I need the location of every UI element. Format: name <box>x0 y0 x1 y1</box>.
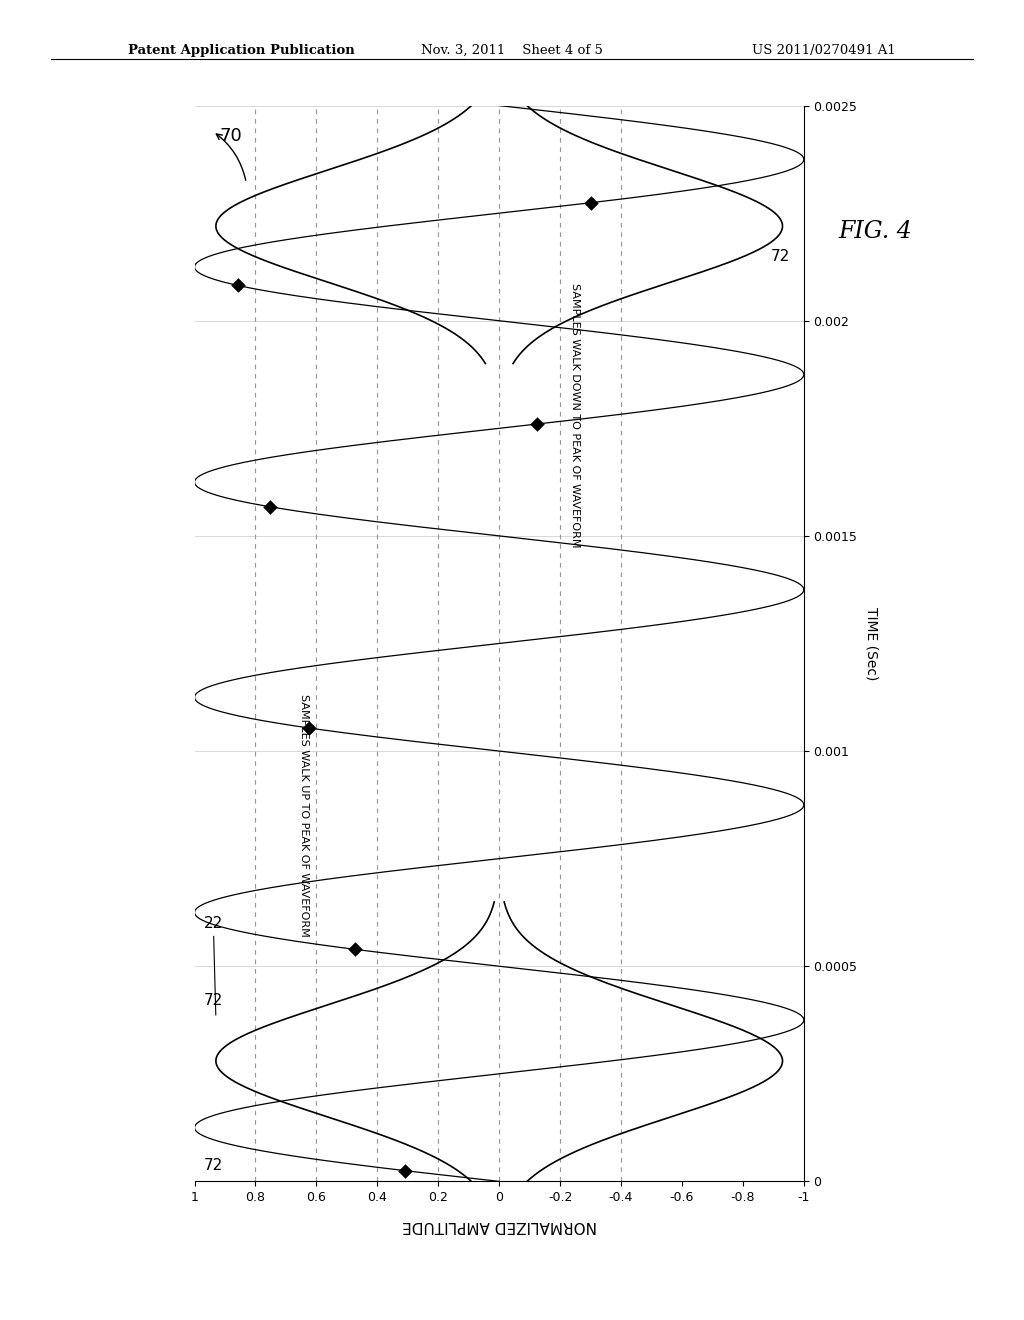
Point <box>397 1160 414 1181</box>
Text: 72: 72 <box>204 1158 223 1172</box>
Text: 70: 70 <box>219 127 242 145</box>
Point <box>347 939 364 960</box>
Point <box>229 275 246 296</box>
Text: SAMPLES WALK DOWN TO PEAK OF WAVEFORM: SAMPLES WALK DOWN TO PEAK OF WAVEFORM <box>570 284 581 548</box>
Text: Patent Application Publication: Patent Application Publication <box>128 44 354 57</box>
Text: FIG. 4: FIG. 4 <box>839 219 912 243</box>
X-axis label: NORMALIZED AMPLITUDE: NORMALIZED AMPLITUDE <box>401 1218 597 1233</box>
Y-axis label: TIME (Sec): TIME (Sec) <box>864 607 879 680</box>
Text: 22: 22 <box>204 916 223 1015</box>
Point <box>583 193 599 214</box>
Text: Nov. 3, 2011    Sheet 4 of 5: Nov. 3, 2011 Sheet 4 of 5 <box>421 44 603 57</box>
Text: 72: 72 <box>204 993 223 1008</box>
Text: US 2011/0270491 A1: US 2011/0270491 A1 <box>753 44 896 57</box>
Point <box>261 496 278 517</box>
Text: 72: 72 <box>771 248 791 264</box>
Point <box>529 413 546 434</box>
Text: SAMPLES WALK UP TO PEAK OF WAVEFORM: SAMPLES WALK UP TO PEAK OF WAVEFORM <box>299 694 309 937</box>
Point <box>301 718 317 739</box>
